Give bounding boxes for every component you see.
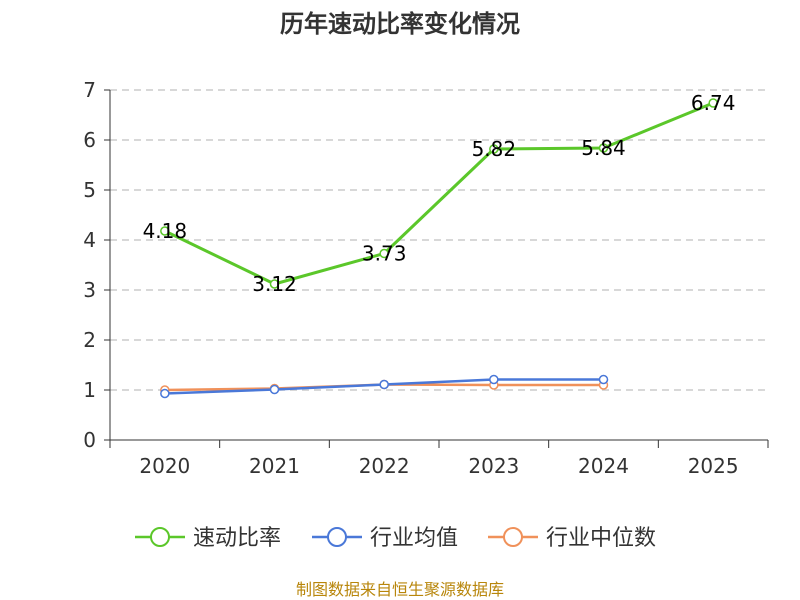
data-point[interactable]	[379, 379, 389, 390]
data-label: 3.73	[362, 242, 407, 266]
x-tick-label: 2022	[359, 454, 410, 478]
data-point[interactable]	[489, 144, 499, 154]
x-tick-label: 2025	[688, 454, 739, 478]
legend-label: 行业均值	[370, 526, 458, 551]
data-point[interactable]	[598, 143, 609, 153]
chart-title: 历年速动比率变化情况	[280, 10, 520, 38]
legend[interactable]: 速动比率 行业均值 行业中位数	[135, 526, 656, 551]
data-label: 5.82	[472, 137, 517, 161]
data-label: 6.74	[691, 91, 736, 115]
data-point[interactable]	[160, 226, 170, 236]
data-label: 5.84	[581, 136, 626, 160]
y-tick-label: 4	[83, 228, 96, 252]
data-point[interactable]	[269, 384, 280, 395]
y-tick-label: 7	[83, 78, 96, 102]
y-tick-label: 0	[83, 428, 96, 452]
y-tick-label: 1	[83, 378, 96, 402]
axes: 0 1 2 3 4 5 6 7 2020 2021 2022 2023 2024 2025	[83, 78, 769, 478]
legend-marker	[503, 527, 523, 547]
x-tick-label: 2021	[249, 454, 300, 478]
grid	[110, 89, 768, 391]
y-tick-label: 6	[83, 128, 96, 152]
source-note: 制图数据来自恒生聚源数据库	[296, 580, 504, 599]
data-point[interactable]	[160, 388, 170, 399]
x-tick-label: 2024	[578, 454, 629, 478]
data-point[interactable]	[379, 248, 389, 259]
legend-label: 速动比率	[193, 526, 281, 551]
series	[160, 98, 718, 399]
data-point[interactable]	[708, 98, 718, 108]
x-tick-label: 2020	[139, 454, 190, 478]
legend-item-2[interactable]: 行业中位数	[488, 526, 656, 551]
data-label: 4.18	[143, 219, 188, 243]
x-tick-label: 2023	[468, 454, 519, 478]
legend-marker	[150, 527, 170, 547]
legend-item-1[interactable]: 行业均值	[312, 526, 458, 551]
data-label: 3.12	[252, 272, 297, 296]
data-point[interactable]	[269, 279, 280, 289]
data-labels: 4.18 3.12 3.73 5.82 5.84 6.74	[143, 91, 736, 296]
y-tick-label: 3	[83, 278, 96, 302]
y-tick-label: 2	[83, 328, 96, 352]
legend-marker	[327, 527, 347, 547]
series-line-0	[164, 101, 714, 286]
data-point[interactable]	[598, 374, 609, 385]
legend-item-0[interactable]: 速动比率	[135, 526, 281, 551]
legend-label: 行业中位数	[546, 526, 656, 551]
y-tick-label: 5	[83, 178, 96, 202]
data-point[interactable]	[489, 374, 499, 385]
